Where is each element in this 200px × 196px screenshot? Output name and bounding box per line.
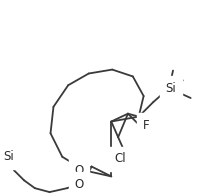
Text: Cl: Cl [114,152,125,165]
Text: Si: Si [165,82,176,95]
Text: O: O [74,164,83,177]
Text: F: F [142,119,149,132]
Text: Si: Si [3,150,14,163]
Text: O: O [74,178,83,191]
